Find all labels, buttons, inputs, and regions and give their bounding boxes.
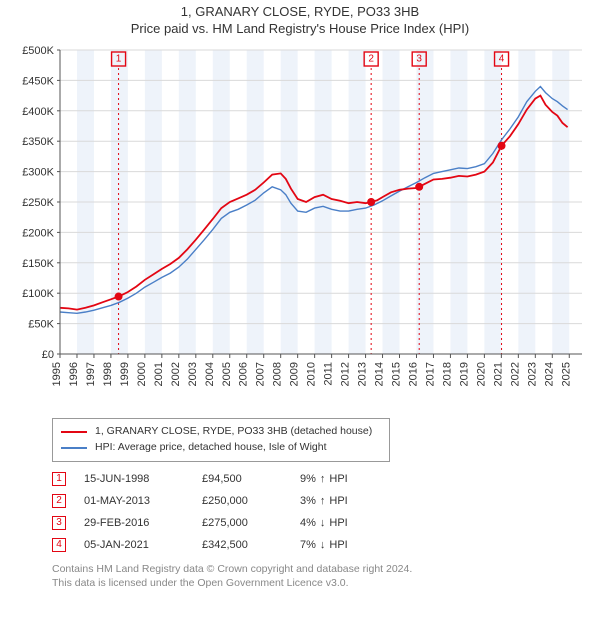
svg-text:2012: 2012 xyxy=(340,362,352,386)
svg-text:1996: 1996 xyxy=(68,362,80,386)
svg-text:£300K: £300K xyxy=(22,167,54,179)
attribution-line: Contains HM Land Registry data © Crown c… xyxy=(52,562,588,576)
svg-text:2015: 2015 xyxy=(391,362,403,386)
svg-text:2024: 2024 xyxy=(543,362,555,386)
event-marker-icon: 3 xyxy=(52,516,66,530)
svg-text:2001: 2001 xyxy=(153,362,165,386)
svg-text:2013: 2013 xyxy=(357,362,369,386)
svg-text:1999: 1999 xyxy=(119,362,131,386)
svg-text:2017: 2017 xyxy=(424,362,436,386)
svg-text:2018: 2018 xyxy=(441,362,453,386)
legend-label-red: 1, GRANARY CLOSE, RYDE, PO33 3HB (detach… xyxy=(95,424,372,440)
legend-item-blue: HPI: Average price, detached house, Isle… xyxy=(61,440,381,456)
chart-title-sub: Price paid vs. HM Land Registry's House … xyxy=(8,21,592,36)
event-price: £250,000 xyxy=(202,495,282,507)
svg-text:£400K: £400K xyxy=(22,106,54,118)
svg-text:2002: 2002 xyxy=(170,362,182,386)
svg-text:2022: 2022 xyxy=(509,362,521,386)
svg-text:2006: 2006 xyxy=(238,362,250,386)
event-marker-icon: 1 xyxy=(52,472,66,486)
svg-text:£150K: £150K xyxy=(22,258,54,270)
event-price: £342,500 xyxy=(202,539,282,551)
event-row: 4 05-JAN-2021 £342,500 7%↓HPI xyxy=(52,534,588,556)
event-price: £275,000 xyxy=(202,517,282,529)
svg-text:2011: 2011 xyxy=(323,362,335,386)
svg-text:3: 3 xyxy=(416,54,422,65)
event-delta: 7%↓HPI xyxy=(300,539,390,551)
svg-text:£500K: £500K xyxy=(22,45,54,57)
legend-swatch-red xyxy=(61,431,87,433)
svg-text:£450K: £450K xyxy=(22,75,54,87)
svg-text:4: 4 xyxy=(499,54,505,65)
event-row: 2 01-MAY-2013 £250,000 3%↑HPI xyxy=(52,490,588,512)
svg-text:2019: 2019 xyxy=(458,362,470,386)
svg-text:1997: 1997 xyxy=(85,362,97,386)
svg-text:2023: 2023 xyxy=(526,362,538,386)
svg-text:2014: 2014 xyxy=(374,362,386,386)
svg-text:£50K: £50K xyxy=(28,319,54,331)
svg-text:2004: 2004 xyxy=(204,362,216,386)
svg-text:£100K: £100K xyxy=(22,288,54,300)
event-row: 3 29-FEB-2016 £275,000 4%↓HPI xyxy=(52,512,588,534)
event-delta: 3%↑HPI xyxy=(300,495,390,507)
event-date: 05-JAN-2021 xyxy=(84,539,184,551)
svg-text:2021: 2021 xyxy=(492,362,504,386)
svg-text:2016: 2016 xyxy=(407,362,419,386)
svg-text:2009: 2009 xyxy=(289,362,301,386)
event-delta: 4%↓HPI xyxy=(300,517,390,529)
event-row: 1 15-JUN-1998 £94,500 9%↑HPI xyxy=(52,468,588,490)
svg-text:1: 1 xyxy=(116,54,122,65)
svg-text:2020: 2020 xyxy=(475,362,487,386)
event-price: £94,500 xyxy=(202,473,282,485)
event-marker-icon: 2 xyxy=(52,494,66,508)
event-delta: 9%↑HPI xyxy=(300,473,390,485)
event-marker-icon: 4 xyxy=(52,538,66,552)
event-date: 01-MAY-2013 xyxy=(84,495,184,507)
svg-text:2: 2 xyxy=(368,54,374,65)
svg-text:2000: 2000 xyxy=(136,362,148,386)
legend-item-red: 1, GRANARY CLOSE, RYDE, PO33 3HB (detach… xyxy=(61,424,381,440)
legend-swatch-blue xyxy=(61,447,87,449)
svg-text:2010: 2010 xyxy=(306,362,318,386)
event-date: 15-JUN-1998 xyxy=(84,473,184,485)
svg-text:£350K: £350K xyxy=(22,136,54,148)
event-table: 1 15-JUN-1998 £94,500 9%↑HPI 2 01-MAY-20… xyxy=(52,468,588,556)
event-date: 29-FEB-2016 xyxy=(84,517,184,529)
attribution: Contains HM Land Registry data © Crown c… xyxy=(52,562,588,590)
svg-text:£0: £0 xyxy=(42,349,54,361)
chart-title-address: 1, GRANARY CLOSE, RYDE, PO33 3HB xyxy=(8,4,592,19)
svg-text:2025: 2025 xyxy=(560,362,572,386)
svg-text:2003: 2003 xyxy=(187,362,199,386)
svg-text:£250K: £250K xyxy=(22,197,54,209)
svg-text:2005: 2005 xyxy=(221,362,233,386)
svg-text:2007: 2007 xyxy=(255,362,267,386)
legend-label-blue: HPI: Average price, detached house, Isle… xyxy=(95,440,327,456)
svg-text:£200K: £200K xyxy=(22,227,54,239)
svg-text:2008: 2008 xyxy=(272,362,284,386)
attribution-line: This data is licensed under the Open Gov… xyxy=(52,576,588,590)
svg-text:1998: 1998 xyxy=(102,362,114,386)
svg-text:1995: 1995 xyxy=(51,362,63,386)
price-chart: £0 £50K £100K £150K £200K £250K £300K £350K £400… xyxy=(8,44,592,414)
legend: 1, GRANARY CLOSE, RYDE, PO33 3HB (detach… xyxy=(52,418,390,462)
